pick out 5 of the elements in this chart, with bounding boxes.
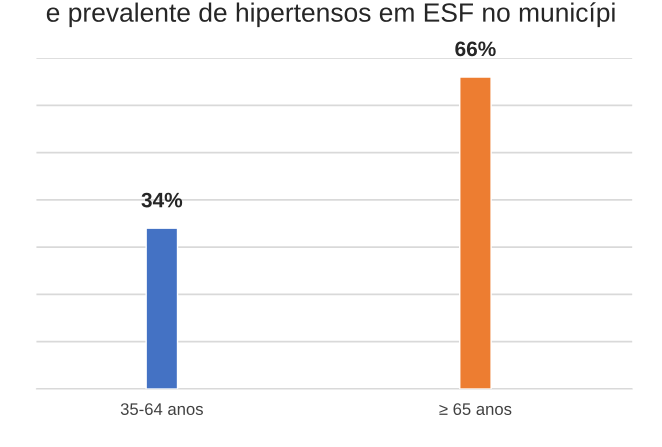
data-label: 66% [455, 41, 496, 56]
chart-title: e prevalente de hipertensos em ESF no municípi [46, 2, 615, 28]
data-label: 34% [141, 192, 182, 208]
x-tick-label: 35-64 anos [120, 403, 203, 416]
x-tick-label: ≥ 65 anos [439, 403, 512, 416]
